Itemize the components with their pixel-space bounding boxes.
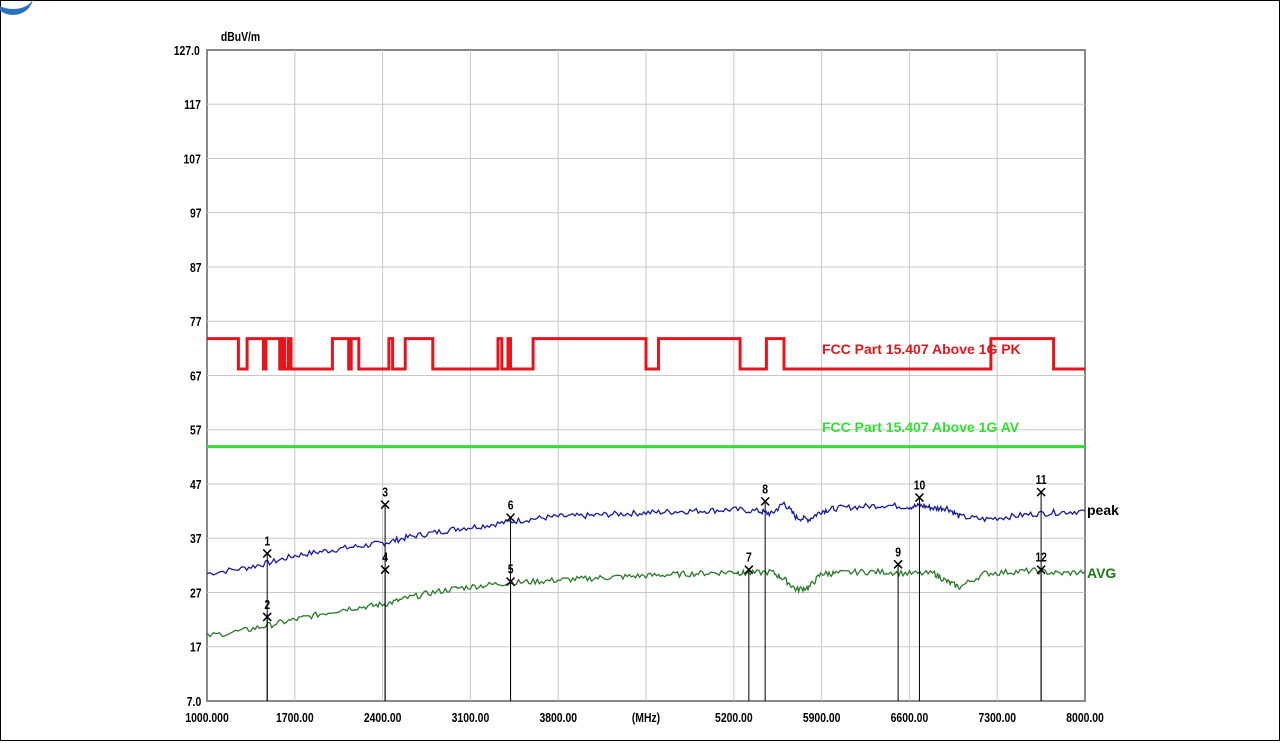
y-tick-label: 37: [190, 532, 202, 546]
x-tick-label: (MHz): [632, 711, 660, 725]
y-tick-label: 97: [190, 207, 202, 221]
marker-x: [760, 496, 770, 506]
limit-line-pk: [207, 337, 1085, 371]
y-tick-label: 117: [184, 98, 201, 112]
x-tick-label: 3800.00: [539, 711, 577, 725]
marker-label: 12: [1035, 551, 1047, 565]
marker-label: 4: [382, 551, 388, 565]
grid: [206, 49, 1086, 702]
y-tick-label: 67: [190, 369, 202, 383]
legend-label-av: FCC Part 15.407 Above 1G AV: [822, 419, 1020, 435]
y-tick-label: 17: [190, 641, 202, 655]
marker-label: 10: [914, 479, 926, 493]
marker-label: 9: [895, 545, 901, 559]
marker-x: [914, 493, 924, 503]
marker-label: 7: [746, 551, 752, 565]
marker-label: 2: [264, 598, 270, 612]
y-tick-label: 107: [184, 152, 202, 166]
marker-x: [1036, 565, 1046, 575]
x-tick-label: 8000.00: [1066, 711, 1104, 725]
marker-label: 11: [1036, 473, 1047, 487]
marker-label: 8: [762, 482, 768, 496]
logo-icon: [0, 0, 33, 15]
y-tick-label: 7.0: [187, 695, 202, 709]
marker-x: [262, 548, 272, 558]
marker-x: [506, 513, 516, 523]
marker-label: 1: [264, 534, 270, 548]
x-tick-label: 5200.00: [715, 711, 753, 725]
marker-label: 6: [508, 499, 514, 513]
legend-label-pk: FCC Part 15.407 Above 1G PK: [822, 341, 1021, 357]
x-tick-label: 6600.00: [891, 711, 929, 725]
series-lines: [206, 500, 1086, 638]
marker-x: [893, 559, 903, 569]
y-tick-label: 127.0: [174, 44, 200, 58]
series-label-peak: peak: [1087, 502, 1119, 518]
y-tick-label: 77: [190, 315, 202, 329]
marker-x: [1036, 487, 1046, 497]
limit-lines: [207, 337, 1085, 449]
marker-label: 3: [382, 486, 388, 500]
y-tick-label: 57: [190, 424, 202, 438]
labels: dBuV/m FCC Part 15.407 Above 1G PK FCC P…: [174, 30, 1119, 725]
y-tick-label: 87: [190, 261, 202, 275]
marker-x: [380, 500, 390, 510]
marker-x: [380, 565, 390, 575]
x-tick-label: 5900.00: [803, 711, 841, 725]
marker-x: [744, 565, 754, 575]
y-tick-label: 47: [190, 478, 202, 492]
series-line-peak: [206, 500, 1086, 576]
x-tick-label: 2400.00: [364, 711, 402, 725]
markers: 123456789101112: [262, 473, 1047, 701]
x-tick-label: 1000.000: [185, 711, 229, 725]
series-label-avg: AVG: [1087, 565, 1116, 581]
marker-x: [262, 612, 272, 622]
x-tick-label: 1700.00: [276, 711, 314, 725]
series-line-avg: [206, 567, 1086, 638]
x-tick-label: 3100.00: [452, 711, 490, 725]
y-tick-label: 27: [190, 586, 202, 600]
x-tick-label: 7300.00: [978, 711, 1016, 725]
y-axis-unit: dBuV/m: [221, 30, 260, 44]
